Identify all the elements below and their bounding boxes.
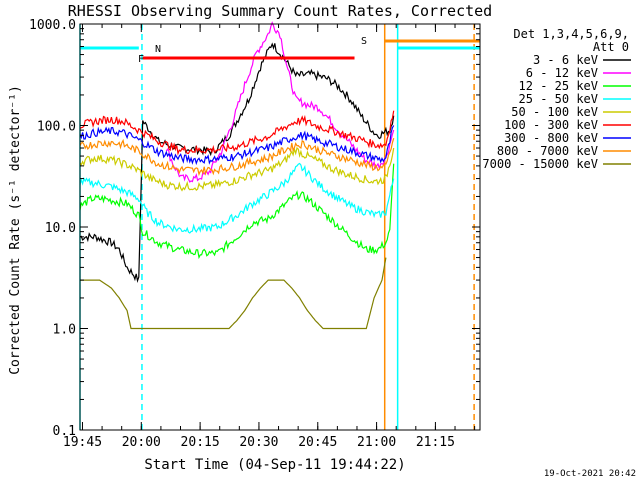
chart-title: RHESSI Observing Summary Count Rates, Co… bbox=[68, 2, 492, 20]
series-line-4 bbox=[79, 146, 395, 192]
legend-label-6: 300 - 800 keV bbox=[504, 131, 598, 145]
x-tick-label-5: 21:00 bbox=[357, 435, 396, 450]
legend-label-5: 100 - 300 keV bbox=[504, 118, 598, 132]
x-tick-label-6: 21:15 bbox=[416, 435, 455, 450]
series-line-5 bbox=[79, 110, 395, 156]
flag-label-s: S bbox=[361, 36, 367, 47]
series-line-2 bbox=[79, 163, 395, 260]
y-tick-label-0: 0.1 bbox=[53, 424, 76, 439]
series-line-7 bbox=[79, 138, 395, 177]
y-tick-label-3: 100.0 bbox=[37, 120, 76, 135]
x-axis-label: Start Time (04-Sep-11 19:44:22) bbox=[144, 457, 405, 473]
plot-area bbox=[79, 24, 475, 430]
series-layer bbox=[79, 21, 395, 330]
legend-label-8: 7000 - 15000 keV bbox=[482, 157, 598, 171]
footer-date: 19-Oct-2021 20:42 bbox=[544, 469, 636, 479]
series-line-3 bbox=[79, 162, 395, 234]
series-line-8 bbox=[80, 257, 387, 330]
legend-header-2: Att 0 bbox=[593, 40, 629, 54]
legend-label-1: 6 - 12 keV bbox=[526, 66, 598, 80]
legend-header-1: Det 1,3,4,5,6,9, bbox=[513, 27, 629, 41]
series-line-0 bbox=[79, 42, 395, 283]
x-tick-label-1: 20:00 bbox=[122, 435, 161, 450]
y-tick-label-4: 1000.0 bbox=[29, 18, 76, 33]
legend-label-0: 3 - 6 keV bbox=[533, 53, 598, 67]
x-tick-label-2: 20:15 bbox=[181, 435, 220, 450]
y-tick-label-2: 10.0 bbox=[45, 221, 76, 236]
series-line-1 bbox=[165, 21, 395, 183]
y-axis-label: Corrected Count Rate (s⁻¹ detector⁻¹) bbox=[8, 85, 23, 375]
flag-label-n: N bbox=[155, 44, 161, 55]
flag-label-f: F bbox=[138, 54, 144, 65]
y-tick-label-1: 1.0 bbox=[53, 323, 76, 338]
legend-label-4: 50 - 100 keV bbox=[511, 105, 598, 119]
x-tick-label-3: 20:30 bbox=[239, 435, 278, 450]
legend-label-3: 25 - 50 keV bbox=[519, 92, 598, 106]
axes: 19:45 20:00 20:15 20:30 20:45 21:00 21:15 0.1 1.… bbox=[29, 18, 481, 450]
series-line-6 bbox=[79, 125, 395, 166]
legend-label-2: 12 - 25 keV bbox=[519, 79, 598, 93]
flag-layer bbox=[80, 39, 480, 60]
x-tick-label-4: 20:45 bbox=[298, 435, 337, 450]
legend-label-7: 800 - 7000 keV bbox=[497, 144, 598, 158]
x-tick-label-0: 19:45 bbox=[63, 435, 102, 450]
